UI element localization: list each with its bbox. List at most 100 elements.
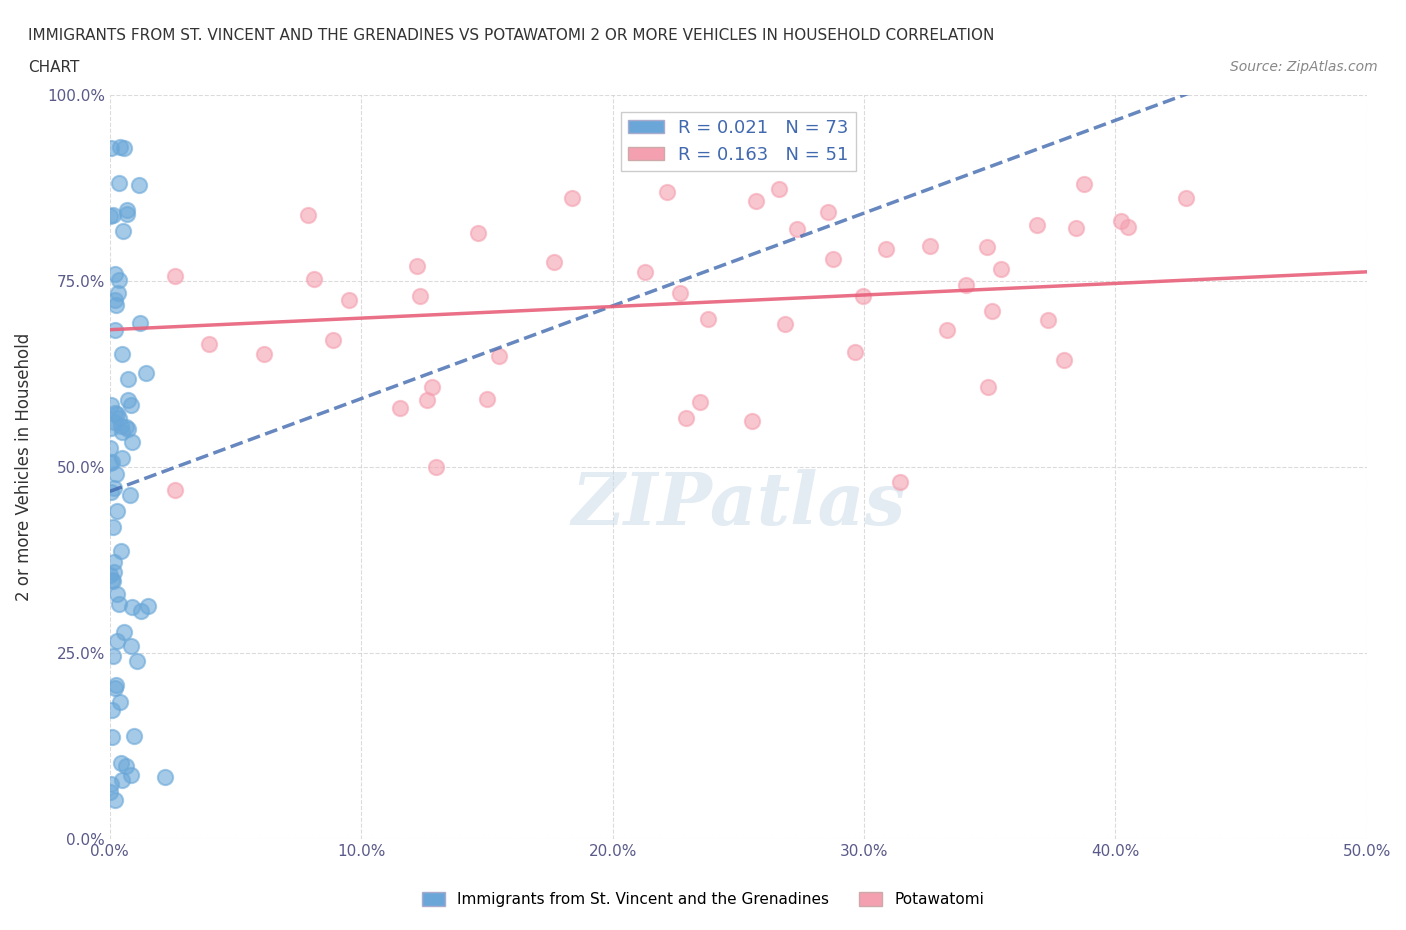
Point [111, 224, 134, 239]
Point [823, 251, 845, 266]
Point [852, 289, 875, 304]
Point [128, 315, 150, 330]
Point [561, 191, 583, 206]
Y-axis label: 2 or more Vehicles in Household: 2 or more Vehicles in Household [15, 333, 32, 602]
Point [107, 597, 129, 612]
Point [117, 371, 139, 386]
Point [122, 729, 145, 744]
Point [1116, 220, 1139, 235]
Point [1109, 213, 1132, 228]
Point [1073, 177, 1095, 192]
Point [388, 401, 411, 416]
Point [117, 422, 139, 437]
Point [163, 269, 186, 284]
Point [128, 178, 150, 193]
Point [100, 572, 122, 587]
Point [775, 316, 797, 331]
Point [817, 205, 839, 219]
Point [110, 418, 132, 433]
Point [488, 349, 510, 364]
Point [101, 520, 124, 535]
Point [990, 261, 1012, 276]
Point [977, 379, 1000, 394]
Point [322, 333, 344, 348]
Text: CHART: CHART [28, 60, 80, 75]
Point [108, 176, 131, 191]
Point [918, 238, 941, 253]
Point [741, 414, 763, 429]
Point [115, 206, 138, 221]
Point [111, 425, 134, 440]
Point [415, 392, 437, 407]
Point [98, 441, 121, 456]
Point [120, 487, 142, 502]
Point [104, 792, 127, 807]
Point [420, 379, 443, 394]
Point [120, 638, 142, 653]
Point [108, 272, 131, 287]
Point [105, 406, 128, 421]
Point [1026, 218, 1049, 232]
Point [101, 455, 124, 470]
Point [745, 194, 768, 209]
Point [104, 681, 127, 696]
Point [117, 392, 139, 407]
Point [425, 460, 447, 475]
Point [114, 419, 136, 434]
Point [103, 555, 125, 570]
Point [297, 207, 319, 222]
Point [98, 567, 121, 582]
Point [107, 634, 129, 649]
Point [111, 450, 134, 465]
Point [111, 773, 134, 788]
Point [103, 565, 125, 579]
Point [936, 323, 959, 338]
Point [108, 140, 131, 154]
Legend: R = 0.021   N = 73, R = 0.163   N = 51: R = 0.021 N = 73, R = 0.163 N = 51 [620, 112, 856, 171]
Point [668, 286, 690, 300]
Point [844, 345, 866, 360]
Point [100, 140, 122, 155]
Point [103, 405, 125, 420]
Point [103, 481, 125, 496]
Point [302, 272, 325, 286]
Point [108, 695, 131, 710]
Point [120, 397, 142, 412]
Text: Source: ZipAtlas.com: Source: ZipAtlas.com [1230, 60, 1378, 74]
Point [1038, 312, 1060, 327]
Point [675, 410, 697, 425]
Point [103, 323, 125, 338]
Point [104, 678, 127, 693]
Point [655, 184, 678, 199]
Point [100, 777, 122, 792]
Point [105, 298, 128, 312]
Point [101, 702, 124, 717]
Point [477, 392, 499, 406]
Point [98, 785, 121, 800]
Point [104, 266, 127, 281]
Point [111, 346, 134, 361]
Point [107, 286, 129, 300]
Point [405, 259, 427, 273]
Point [120, 768, 142, 783]
Point [105, 504, 128, 519]
Point [1052, 352, 1074, 367]
Point [121, 599, 143, 614]
Point [107, 411, 129, 426]
Text: IMMIGRANTS FROM ST. VINCENT AND THE GRENADINES VS POTAWATOMI 2 OR MORE VEHICLES : IMMIGRANTS FROM ST. VINCENT AND THE GREN… [28, 28, 994, 43]
Point [101, 207, 124, 222]
Point [543, 255, 565, 270]
Point [112, 140, 135, 155]
Point [153, 769, 176, 784]
Point [634, 264, 657, 279]
Point [110, 756, 132, 771]
Point [100, 485, 122, 499]
Text: ZIPatlas: ZIPatlas [571, 469, 905, 540]
Point [875, 242, 897, 257]
Point [467, 226, 489, 241]
Point [112, 625, 135, 640]
Point [1174, 191, 1197, 206]
Point [768, 182, 790, 197]
Point [165, 483, 187, 498]
Point [101, 574, 124, 589]
